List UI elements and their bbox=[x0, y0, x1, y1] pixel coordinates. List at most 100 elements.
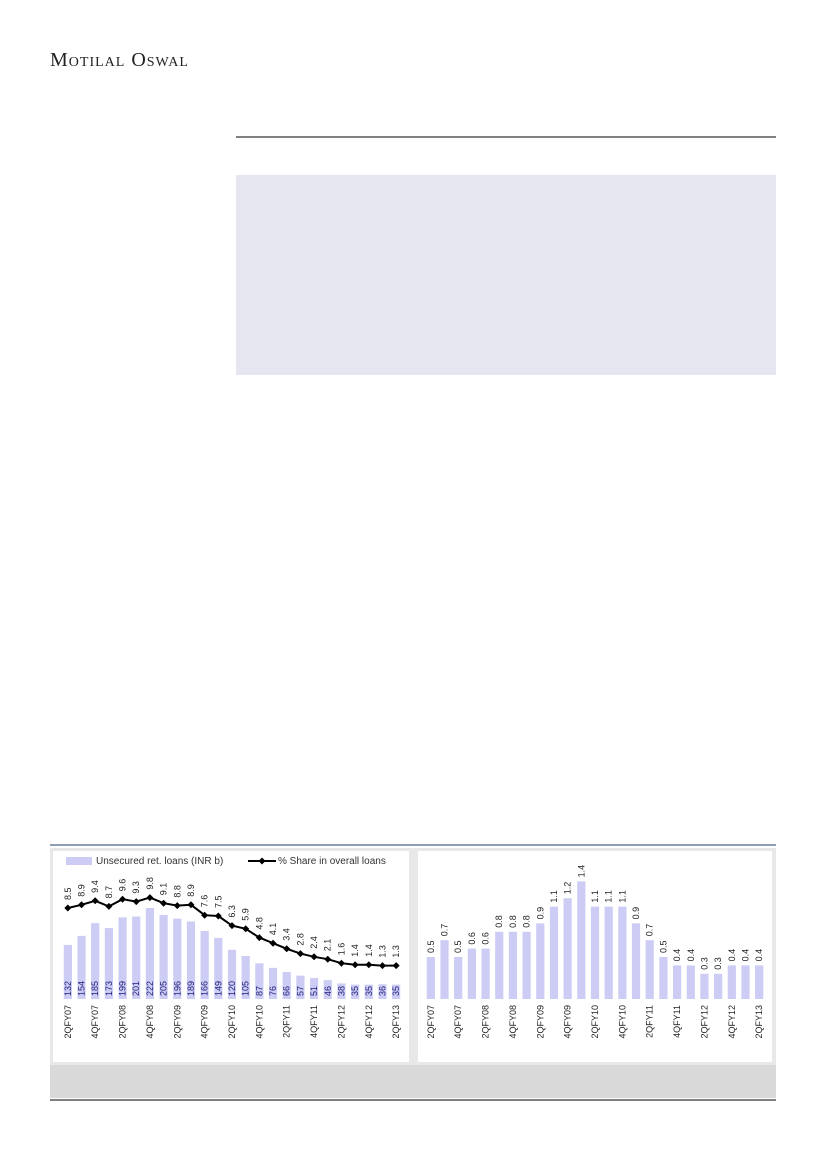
bar bbox=[495, 931, 504, 999]
source-band bbox=[50, 1065, 776, 1098]
data-label: 1.6 bbox=[336, 943, 346, 956]
marker bbox=[351, 961, 359, 969]
bar bbox=[173, 918, 182, 999]
data-label: 173 bbox=[104, 981, 114, 996]
bar bbox=[77, 935, 86, 999]
legend-label: Unsecured ret. loans (INR b) bbox=[96, 856, 223, 867]
data-label: 2.1 bbox=[323, 939, 333, 952]
data-label: 0.3 bbox=[713, 957, 723, 970]
marker bbox=[146, 894, 154, 902]
x-tick-label: 2QFY07 bbox=[63, 1005, 73, 1039]
data-label: 9.8 bbox=[145, 877, 155, 890]
data-label: 105 bbox=[241, 981, 251, 996]
data-label: 0.8 bbox=[522, 915, 532, 928]
x-tick-label: 2QFY10 bbox=[590, 1005, 600, 1039]
data-label: 7.6 bbox=[200, 895, 210, 908]
data-label: 222 bbox=[145, 981, 155, 996]
data-label: 51 bbox=[309, 986, 319, 996]
bar bbox=[563, 898, 572, 999]
data-label: 1.3 bbox=[377, 945, 387, 958]
data-label: 57 bbox=[295, 986, 305, 996]
marker bbox=[296, 950, 304, 958]
bar bbox=[159, 914, 168, 999]
legend-swatch bbox=[258, 857, 266, 865]
bar bbox=[227, 949, 237, 999]
data-label: 1.2 bbox=[563, 882, 573, 895]
bar bbox=[522, 931, 531, 999]
data-label: 0.9 bbox=[535, 907, 545, 920]
bar bbox=[549, 906, 559, 999]
bar bbox=[741, 965, 750, 999]
bar bbox=[700, 973, 709, 999]
data-label: 4.1 bbox=[268, 923, 278, 936]
data-label: 6.3 bbox=[227, 905, 237, 918]
bar bbox=[467, 948, 476, 999]
data-label: 35 bbox=[364, 986, 374, 996]
data-label: 3.4 bbox=[282, 928, 292, 941]
data-label: 35 bbox=[350, 986, 360, 996]
x-tick-label: 2QFY11 bbox=[645, 1005, 655, 1038]
data-label: 0.5 bbox=[426, 940, 436, 953]
bar bbox=[186, 921, 196, 999]
marker bbox=[269, 939, 277, 947]
data-label: 9.4 bbox=[90, 880, 100, 893]
data-label: 35 bbox=[391, 986, 401, 996]
x-tick-label: 4QFY07 bbox=[453, 1005, 463, 1039]
bar bbox=[508, 931, 518, 999]
legend-label: % Share in overall loans bbox=[278, 856, 386, 867]
data-label: 1.1 bbox=[549, 890, 559, 903]
data-label: 8.9 bbox=[186, 884, 196, 897]
bar bbox=[241, 955, 250, 999]
data-label: 0.5 bbox=[453, 940, 463, 953]
data-label: 0.9 bbox=[631, 907, 641, 920]
data-label: 1.4 bbox=[350, 944, 360, 957]
x-tick-label: 4QFY10 bbox=[254, 1005, 264, 1039]
bar bbox=[481, 948, 490, 999]
data-label: 0.7 bbox=[645, 924, 655, 937]
data-label: 0.4 bbox=[672, 949, 682, 962]
bar bbox=[91, 923, 100, 999]
data-label: 7.5 bbox=[213, 895, 223, 908]
bar bbox=[440, 940, 449, 999]
data-label: 2.8 bbox=[295, 933, 305, 946]
data-label: 0.3 bbox=[699, 957, 709, 970]
bar bbox=[577, 881, 586, 999]
data-label: 0.4 bbox=[686, 949, 696, 962]
data-label: 8.9 bbox=[77, 884, 87, 897]
bar bbox=[727, 965, 736, 999]
marker bbox=[201, 911, 209, 919]
marker bbox=[310, 953, 318, 961]
text-box bbox=[236, 175, 776, 375]
x-tick-label: 4QFY11 bbox=[672, 1005, 682, 1038]
bar bbox=[714, 973, 723, 999]
x-tick-label: 4QFY10 bbox=[617, 1005, 627, 1039]
x-tick-label: 2QFY09 bbox=[172, 1005, 182, 1039]
bar bbox=[268, 967, 278, 999]
brand: Motilal Oswal bbox=[50, 49, 189, 71]
data-label: 154 bbox=[77, 981, 87, 996]
marker bbox=[64, 904, 72, 912]
data-label: 0.6 bbox=[467, 932, 477, 945]
bar bbox=[296, 975, 305, 999]
data-label: 9.6 bbox=[118, 879, 128, 892]
data-label: 0.8 bbox=[494, 915, 504, 928]
bar bbox=[200, 930, 209, 999]
marker bbox=[119, 895, 127, 903]
bar bbox=[631, 923, 641, 999]
bar bbox=[255, 963, 264, 999]
data-label: 46 bbox=[323, 986, 333, 996]
marker bbox=[214, 912, 222, 920]
data-label: 132 bbox=[63, 981, 73, 996]
data-label: 9.1 bbox=[159, 883, 169, 896]
data-label: 0.8 bbox=[508, 915, 518, 928]
bar bbox=[132, 916, 141, 999]
x-tick-label: 4QFY07 bbox=[90, 1005, 100, 1039]
data-label: 0.4 bbox=[754, 949, 764, 962]
x-tick-label: 2QFY11 bbox=[282, 1005, 292, 1038]
data-label: 196 bbox=[172, 981, 182, 996]
data-label: 8.7 bbox=[104, 886, 114, 899]
bar bbox=[63, 944, 72, 999]
bar bbox=[351, 984, 360, 999]
data-label: 2.4 bbox=[309, 936, 319, 949]
